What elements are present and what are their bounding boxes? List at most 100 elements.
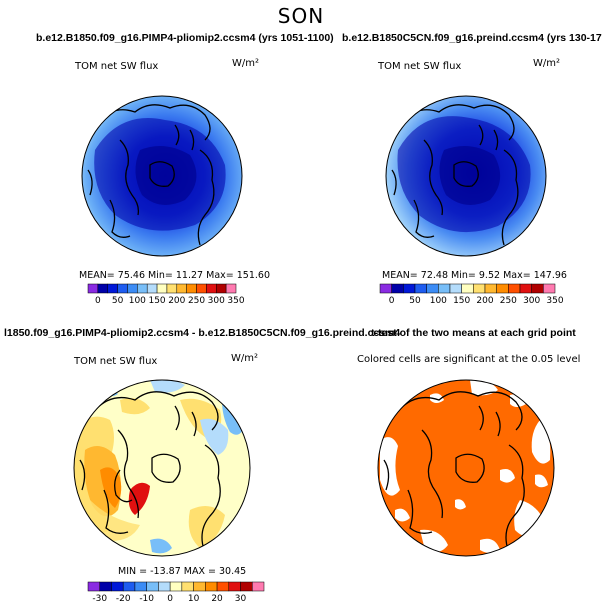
colorbar-swatch	[181, 581, 194, 592]
colorbar-swatch	[134, 581, 147, 592]
colorbar-tick-label: 0	[95, 296, 101, 306]
stats-top-left: MEAN= 75.46 Min= 11.27 Max= 151.60	[79, 270, 270, 281]
colorbar-tick-label: 350	[546, 296, 563, 306]
colorbar-swatch	[156, 283, 168, 294]
mean-value: 75.46	[117, 270, 145, 281]
colorbar-tick-label: -20	[116, 594, 131, 604]
colorbar-tick-label: 350	[227, 296, 244, 306]
colorbar-swatch	[87, 581, 100, 592]
colorbar-swatch	[97, 283, 108, 294]
colorbar-tick-label: -10	[139, 594, 154, 604]
colorbar-swatch	[186, 283, 197, 294]
colorbar-swatch	[111, 581, 124, 592]
max-value: 147.96	[533, 270, 567, 281]
colorbar-swatch	[519, 283, 532, 294]
coastlines	[87, 104, 215, 246]
min-label: MIN =	[118, 566, 148, 577]
colorbar-swatch	[252, 581, 265, 592]
colorbar-tick-label: 200	[476, 296, 493, 306]
colorbar-swatch	[496, 283, 509, 294]
mean-value: 72.48	[420, 270, 448, 281]
panel-title-top-right: b.e12.B1850C5CN.f09_g16.preind.ccsm4 (yr…	[342, 32, 602, 44]
colorbar-swatch	[391, 283, 404, 294]
colorbar-swatch	[414, 283, 427, 294]
colorbar-swatch	[228, 581, 241, 592]
colorbar-swatch	[137, 283, 148, 294]
units-label-bottom-left: W/m²	[231, 353, 259, 364]
variable-label-top-left: TOM net SW flux	[75, 61, 159, 72]
colorbar-tick-label: 200	[168, 296, 185, 306]
colorbar-tick-label: 100	[430, 296, 447, 306]
colorbar-swatch	[438, 283, 451, 294]
colorbar-tick-label: 100	[129, 296, 146, 306]
colorbar-swatch	[158, 581, 171, 592]
figure-title: SON	[277, 4, 325, 28]
variable-label-bottom-left: TOM net SW flux	[74, 356, 158, 367]
colorbar-swatch	[473, 283, 486, 294]
colorbar-top-right: 0 50 100 150 200 250 300 350	[379, 283, 564, 306]
colorbar-tick-label: 150	[148, 296, 165, 306]
max-value: 151.60	[236, 270, 271, 281]
max-label: Max=	[503, 270, 531, 281]
colorbar-swatch	[206, 283, 217, 294]
colorbar-swatch	[117, 283, 128, 294]
colorbar-swatch	[127, 283, 138, 294]
colorbar-swatch	[461, 283, 474, 294]
colorbar-tick-label: 150	[453, 296, 470, 306]
coastlines	[391, 104, 519, 246]
colorbar-swatch	[146, 581, 159, 592]
significance-note: Colored cells are significant at the 0.0…	[357, 354, 581, 365]
colorbar-swatch	[166, 283, 178, 294]
colorbar-tick-label: 250	[188, 296, 205, 306]
panel-title-bottom-right: t-test of the two means at each grid poi…	[371, 327, 576, 339]
colorbar-swatch	[107, 283, 118, 294]
colorbar-swatch	[531, 283, 544, 294]
colorbar-tick-label: -30	[92, 594, 107, 604]
colorbar-tick-label: 10	[188, 594, 200, 604]
colorbar-swatch	[225, 283, 237, 294]
colorbar-tick-label: 50	[409, 296, 421, 306]
colorbar-tick-label: 0	[389, 296, 395, 306]
map-top-left	[81, 95, 243, 257]
colorbar-swatch	[193, 581, 206, 592]
colorbar-swatch	[216, 283, 227, 294]
colorbar-swatch	[87, 283, 99, 294]
colorbar-tick-label: 250	[500, 296, 517, 306]
colorbar-bottom-left: -30 -20 -10 0 10 20 30	[87, 581, 265, 604]
colorbar-tick-label: 300	[523, 296, 540, 306]
colorbar-swatch	[543, 283, 556, 294]
units-label-top-left: W/m²	[232, 58, 260, 69]
colorbar-tick-label: 300	[208, 296, 225, 306]
colorbar-swatch	[449, 283, 462, 294]
colorbar-swatch	[484, 283, 497, 294]
colorbar-swatch	[508, 283, 521, 294]
map-top-right	[385, 95, 547, 257]
mean-label: MEAN=	[382, 270, 418, 281]
map-bottom-right	[377, 379, 555, 557]
colorbar-swatch	[205, 581, 218, 592]
colorbar-swatch	[216, 581, 230, 592]
coastlines	[383, 391, 525, 551]
stats-top-right: MEAN= 72.48 Min= 9.52 Max= 147.96	[382, 270, 567, 281]
colorbar-tick-label: 50	[112, 296, 124, 306]
variable-label-top-right: TOM net SW flux	[378, 61, 462, 72]
colorbar-swatch	[99, 581, 112, 592]
max-value: 30.45	[219, 566, 247, 577]
colorbar-swatch	[426, 283, 439, 294]
colorbar-tick-label: 20	[211, 594, 223, 604]
colorbar-swatch	[169, 581, 183, 592]
colorbar-swatch	[379, 283, 392, 294]
stats-bottom-left: MIN = -13.87 MAX = 30.45	[118, 566, 246, 577]
units-label-top-right: W/m²	[533, 58, 561, 69]
min-label: Min=	[148, 270, 173, 281]
min-label: Min=	[451, 270, 476, 281]
panel-title-top-left: b.e12.B1850.f09_g16.PIMP4-pliomip2.ccsm4…	[36, 32, 334, 44]
min-value: 9.52	[478, 270, 501, 281]
colorbar-swatch	[146, 283, 158, 294]
min-value: 11.27	[175, 270, 204, 281]
colorbar-swatch	[240, 581, 253, 592]
max-label: Max=	[206, 270, 234, 281]
colorbar-swatch	[403, 283, 416, 294]
colorbar-tick-label: 30	[235, 594, 247, 604]
